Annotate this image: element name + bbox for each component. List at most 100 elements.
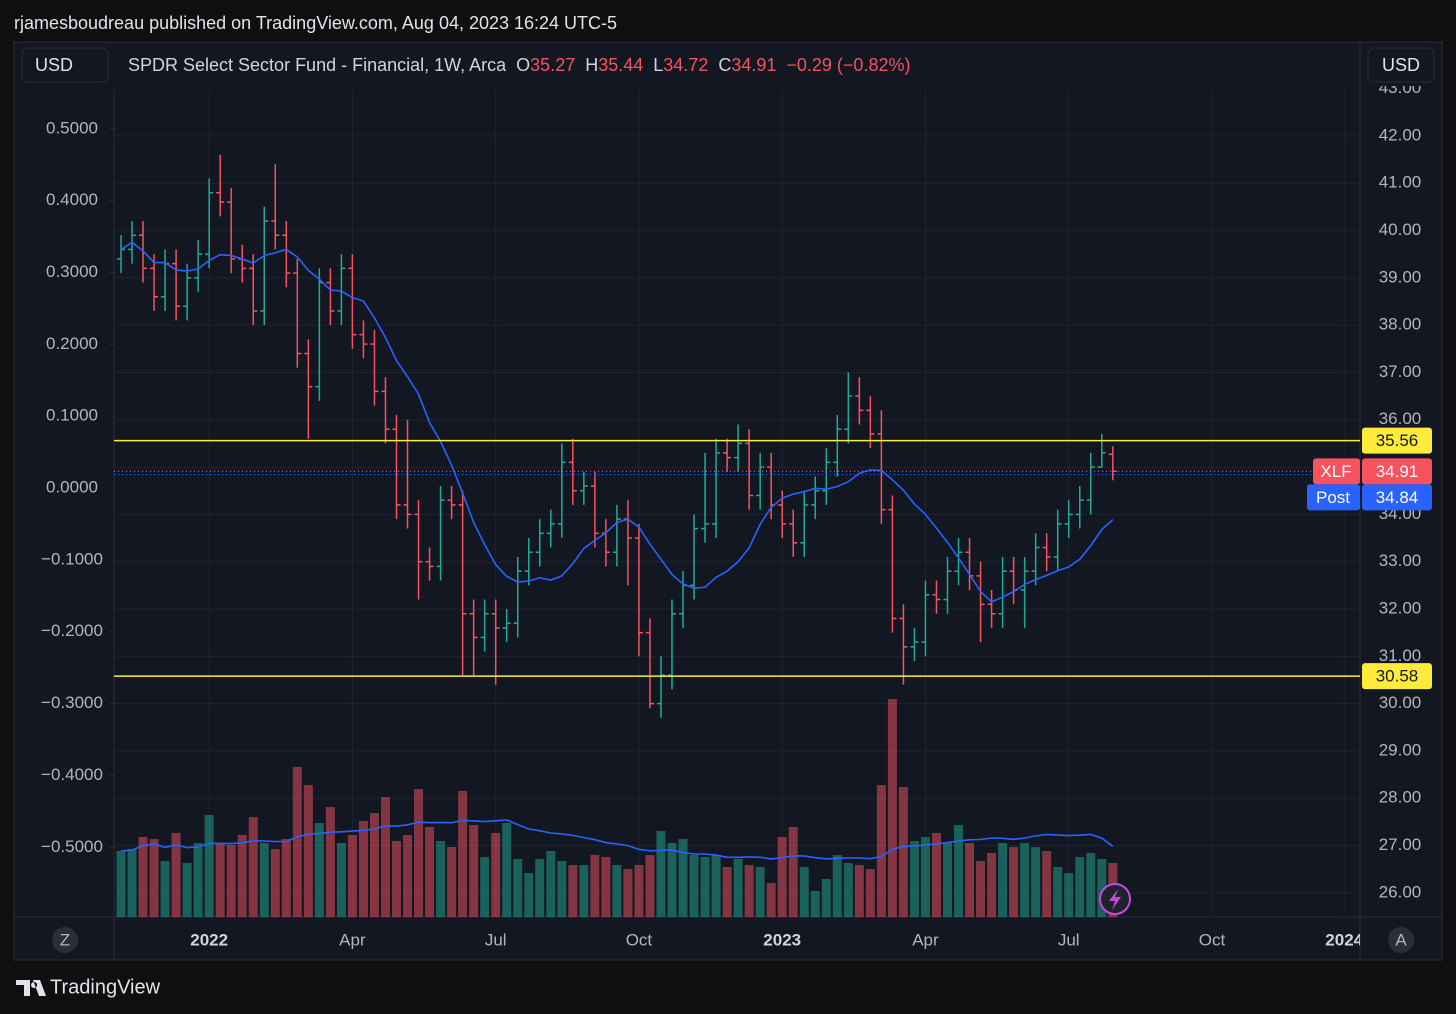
- axis-button[interactable]: [52, 927, 78, 953]
- brand-logo: [16, 980, 46, 996]
- currency-button[interactable]: [21, 47, 109, 83]
- price-tags: 35.56 30.58 XLF 34.91 Post 34.84: [1307, 427, 1432, 690]
- volume-bar: [898, 787, 908, 917]
- x-tick-label: Oct: [626, 930, 653, 949]
- volume-bar: [788, 827, 798, 917]
- volume-bar: [182, 863, 192, 917]
- y-tick-label: 40.00: [1379, 220, 1422, 239]
- volume-bar: [1031, 847, 1041, 917]
- legend-l: L: [653, 55, 663, 75]
- volume-bar: [535, 859, 545, 917]
- legend-o: O: [516, 55, 530, 75]
- legend-title: SPDR Select Sector Fund - Financial, 1W,…: [128, 55, 507, 75]
- y-tick-label: 38.00: [1379, 315, 1422, 334]
- currency-left[interactable]: USD: [35, 55, 73, 75]
- currency-button[interactable]: [1367, 47, 1435, 83]
- volume-bar: [171, 833, 181, 917]
- volume-bar: [1064, 873, 1074, 917]
- y2-tick-label: −0.4000: [41, 765, 103, 784]
- y2-tick-label: 0.5000: [46, 118, 98, 137]
- legend-c: C: [718, 55, 731, 75]
- volume-pane: [116, 699, 1118, 917]
- volume-bar: [314, 823, 324, 917]
- currency-right[interactable]: USD: [1382, 55, 1420, 75]
- volume-bar: [425, 827, 435, 917]
- volume-bar: [380, 797, 390, 917]
- level-tag-label: 30.58: [1376, 667, 1419, 686]
- axis-button[interactable]: [1388, 927, 1414, 953]
- volume-ma: [120, 819, 1114, 860]
- volume-bar: [678, 839, 688, 917]
- volume-bar: [369, 813, 379, 917]
- volume-bar: [1053, 867, 1063, 917]
- legend-close: 34.91: [731, 55, 776, 75]
- y-tick-label: 31.00: [1379, 646, 1422, 665]
- volume-bar: [733, 859, 743, 917]
- volume-bar: [601, 857, 611, 917]
- volume-bar: [557, 861, 567, 917]
- x-tick-label: 2023: [763, 930, 801, 949]
- y2-tick-label: 0.4000: [46, 190, 98, 209]
- y-tick-label: 33.00: [1379, 551, 1422, 570]
- volume-bar: [755, 867, 765, 917]
- volume-bar: [281, 839, 291, 917]
- volume-bar: [777, 837, 787, 917]
- y-tick-label: 29.00: [1379, 740, 1422, 759]
- volume-bar: [292, 767, 302, 917]
- y-tick-label: 37.00: [1379, 362, 1422, 381]
- volume-bar: [667, 843, 677, 917]
- volume-bar: [226, 845, 236, 917]
- volume-bar: [590, 855, 600, 917]
- volume-bar: [920, 837, 930, 917]
- volume-bar: [1086, 853, 1096, 917]
- volume-bar: [634, 865, 644, 917]
- volume-bar: [1097, 859, 1107, 917]
- auto-scale-right[interactable]: A: [1395, 930, 1407, 949]
- volume-bar: [160, 861, 170, 917]
- volume-bar: [843, 863, 853, 917]
- left-axis: 0.5000 0.4000 0.3000 0.2000 0.1000 0.0000 −0.1…: [41, 118, 114, 856]
- auto-scale-left[interactable]: Z: [60, 930, 70, 949]
- x-tick-label: 2022: [190, 930, 228, 949]
- volume-bar: [832, 855, 842, 917]
- volume-bar: [270, 849, 280, 917]
- volume-bar: [943, 843, 952, 917]
- volume-bar: [204, 815, 214, 917]
- post-name: Post: [1316, 488, 1350, 507]
- volume-bar: [193, 843, 203, 917]
- volume-bar: [766, 883, 776, 917]
- volume-bar: [821, 879, 831, 917]
- y2-tick-label: −0.5000: [41, 837, 103, 856]
- level-tag-label: 35.56: [1376, 431, 1419, 450]
- volume-bar: [722, 867, 732, 917]
- time-axis: 2022 Apr Jul Oct 2023 Apr Jul Oct 2024: [190, 930, 1363, 949]
- volume-bar: [909, 841, 919, 917]
- y-tick-label: 32.00: [1379, 598, 1422, 617]
- y2-tick-label: 0.1000: [46, 406, 98, 425]
- volume-bar: [414, 789, 424, 917]
- x-tick-label: 2024: [1325, 930, 1363, 949]
- volume-bar: [854, 865, 864, 917]
- x-tick-label: Apr: [339, 930, 366, 949]
- volume-bar: [865, 869, 875, 917]
- legend-h: H: [585, 55, 598, 75]
- volume-bar: [480, 857, 490, 917]
- volume-bar: [1075, 857, 1085, 917]
- y-tick-label: 42.00: [1379, 125, 1422, 144]
- y-tick-label: 28.00: [1379, 788, 1422, 807]
- volume-bar: [392, 841, 401, 917]
- volume-bar: [502, 823, 512, 917]
- volume-bar: [579, 865, 589, 917]
- volume-bar: [259, 843, 269, 917]
- y2-tick-label: −0.3000: [41, 693, 103, 712]
- volume-bar: [700, 857, 710, 917]
- volume-bar: [491, 833, 501, 917]
- y2-tick-label: 0.3000: [46, 262, 98, 281]
- volume-bar: [656, 831, 666, 917]
- publish-header: rjamesboudreau published on TradingView.…: [14, 13, 617, 33]
- y2-tick-label: −0.2000: [41, 621, 103, 640]
- volume-bar: [325, 807, 335, 917]
- y-tick-label: 43.00: [1379, 78, 1422, 97]
- volume-bar: [612, 865, 622, 917]
